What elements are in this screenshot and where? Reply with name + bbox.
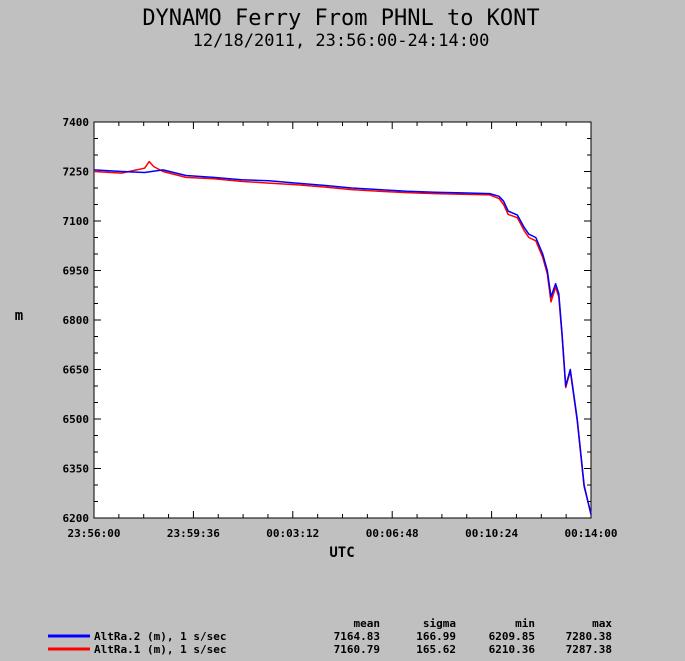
chart-title: DYNAMO Ferry From PHNL to KONT [142,6,539,31]
legend-min-series-1: 6210.36 [489,643,536,656]
legend-sigma-series-1: 165.62 [416,643,456,656]
legend-max-series-0: 7280.38 [566,630,612,643]
legend-mean-series-1: 7160.79 [334,643,380,656]
y-axis: 7400 7250 7100 6950 6800 6650 6500 6350 6200 [63,116,591,525]
y-tick-label: 6200 [63,512,90,525]
x-tick-label: 00:14:00 [565,527,618,540]
y-axis-label: m [15,308,23,324]
y-tick-label: 6350 [63,463,90,476]
stats-header-min: min [515,617,535,630]
y-tick-label: 6800 [63,314,90,327]
x-axis-label: UTC [329,545,354,561]
chart-subtitle: 12/18/2011, 23:56:00-24:14:00 [193,31,490,51]
y-tick-label: 7250 [63,166,90,179]
x-axis: 23:56:00 23:59:36 00:03:12 00:06:48 00:10:24… [68,122,618,540]
y-tick-label: 7400 [63,116,90,129]
legend-sigma-series-0: 166.99 [416,630,456,643]
x-tick-label: 23:59:36 [167,527,220,540]
x-tick-label: 00:10:24 [465,527,518,540]
y-tick-label: 7100 [63,215,90,228]
legend: mean sigma min max AltRa.2 (m), 1 s/sec … [48,617,612,656]
legend-label-series-1: AltRa.1 (m), 1 s/sec [94,643,226,656]
stats-header-mean: mean [354,617,381,630]
series-line-0 [93,169,592,515]
legend-max-series-1: 7287.38 [566,643,612,656]
plot-area [93,121,592,519]
series-group [93,160,592,515]
y-tick-label: 6950 [63,265,90,278]
x-tick-label: 23:56:00 [68,527,121,540]
legend-label-series-0: AltRa.2 (m), 1 s/sec [94,630,226,643]
x-tick-label: 00:06:48 [366,527,419,540]
y-tick-label: 6500 [63,413,90,426]
stats-header-max: max [592,617,612,630]
stats-header-sigma: sigma [423,617,456,630]
x-tick-label: 00:03:12 [266,527,319,540]
legend-min-series-0: 6209.85 [489,630,535,643]
y-tick-label: 6650 [63,364,90,377]
legend-mean-series-0: 7164.83 [334,630,380,643]
